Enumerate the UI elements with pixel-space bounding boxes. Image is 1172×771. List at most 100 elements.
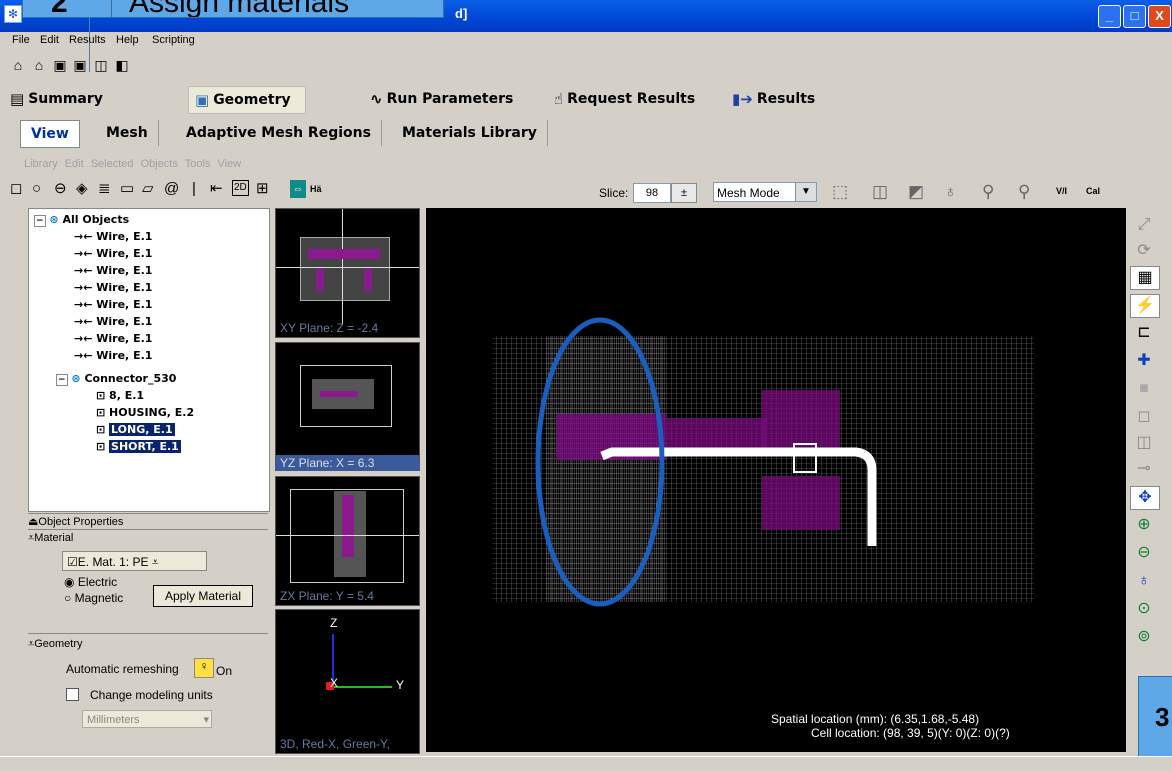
tree-item-wire[interactable]: →← Wire, E.1 [74,279,152,296]
zx-plane-thumbnail[interactable]: ZX Plane: Y = 5.4 [275,476,420,606]
box-icon[interactable]: ◻ [10,180,23,197]
grid-icon[interactable]: ▦ [1130,266,1160,290]
cylinder-icon[interactable]: ⊖ [54,180,67,197]
3d-icon[interactable]: ⊞ [256,180,269,197]
vi-label[interactable]: V/I [1056,186,1068,196]
solid-icon[interactable]: ■ [1139,380,1149,397]
electric-radio[interactable]: ◉ Electric [64,575,117,589]
view-front-icon[interactable]: ◫ [872,182,889,201]
subtab-adaptive-mesh-regions[interactable]: Adaptive Mesh Regions [176,120,382,146]
tree-item-part-selected[interactable]: ⊡ SHORT, E.1 [96,438,181,455]
tree-item-wire[interactable]: →← Wire, E.1 [74,330,152,347]
menu-help[interactable]: Help [116,34,139,46]
cal-label[interactable]: Cal [1086,186,1101,196]
tree-item-wire[interactable]: →← Wire, E.1 [74,313,152,330]
geometry-header[interactable]: ⩡Geometry [28,636,268,652]
tree-item-wire[interactable]: →← Wire, E.1 [74,347,152,364]
contour-icon[interactable]: ⊏ [1137,324,1151,341]
yz-plane-thumbnail[interactable]: YZ Plane: X = 6.3 [275,342,420,471]
probe-icon[interactable]: ♁ [944,182,957,201]
step-text: Assign materials [129,0,350,18]
tree-item-wire[interactable]: →← Wire, E.1 [74,245,152,262]
coil-icon[interactable]: ≣ [98,180,111,197]
menu-results[interactable]: Results [69,34,106,46]
tree-item-label: Wire, E.1 [96,315,153,328]
node-icon[interactable]: ⚲ [982,182,995,201]
zoom-in-icon[interactable]: ⊕ [1137,516,1151,533]
tab-summary[interactable]: ▤ Summary [10,86,103,112]
minimize-button[interactable]: _ [1098,5,1121,28]
menu-edit[interactable]: Edit [40,34,59,46]
apply-material-button[interactable]: Apply Material [153,585,253,607]
lightbulb-icon[interactable]: ♀ [194,658,214,678]
zoom-icon[interactable]: ⚲ [1018,182,1031,201]
wireframe-icon[interactable]: ◻ [1137,408,1151,425]
open-folder-icon[interactable]: ⌂ [34,57,44,73]
open-icon[interactable]: ⌂ [13,57,23,73]
spiral-icon[interactable]: @ [164,180,180,197]
subtab-mesh[interactable]: Mesh [96,120,159,146]
app-icon[interactable]: ✻ [4,5,22,23]
document-icon[interactable]: ◧ [115,57,129,73]
subtab-materials-library[interactable]: Materials Library [392,120,548,146]
plane-icon[interactable]: ▱ [142,180,154,197]
close-button[interactable]: X [1148,5,1171,28]
tree-item-part[interactable]: ⊡ 8, E.1 [96,387,144,404]
zoom-all-icon[interactable]: ⊚ [1137,628,1151,645]
tab-geometry[interactable]: ▣ Geometry [188,86,306,114]
tree-item-wire[interactable]: →← Wire, E.1 [74,262,152,279]
3d-view-thumbnail[interactable]: Z X Y 3D, Red-X, Green-Y, [275,609,420,754]
magnetic-radio[interactable]: ○ Magnetic [64,591,123,605]
ha-icon[interactable]: ⇔ [290,180,306,198]
tree-root[interactable]: − ⊛ All Objects [34,211,129,228]
tab-results[interactable]: ▮➔ Results [732,86,815,112]
save-icon[interactable]: ▣ [53,57,67,73]
cone-icon[interactable]: ◈ [76,180,88,197]
2d-icon[interactable]: 2D [232,180,249,196]
slice-input[interactable]: 98 [633,183,671,203]
rotate-icon[interactable]: ⤢ [1137,216,1151,233]
sphere-icon[interactable]: ○ [32,180,42,197]
tree-item-part[interactable]: ⊡ HOUSING, E.2 [96,404,194,421]
change-units-checkbox[interactable] [66,688,79,701]
chart-icon[interactable]: ◫ [94,57,108,73]
zoom-window-icon[interactable]: ⊙ [1137,600,1151,617]
separator-icon: | [192,180,196,197]
orbit-icon[interactable]: ⟳ [1137,242,1151,259]
current-icon[interactable]: ⚡ [1130,294,1160,318]
chevron-down-icon[interactable]: ▼ [795,183,816,201]
slice-spinner[interactable]: ± [671,183,697,203]
material-select[interactable]: ☑E. Mat. 1: PE ⩡ [62,551,207,571]
menu-file[interactable]: File [12,34,30,46]
import-icon[interactable]: ⇤ [210,180,223,197]
pan-icon[interactable]: ✥ [1130,486,1160,510]
subtab-view[interactable]: View [20,120,80,148]
cube-icon[interactable]: ◫ [1136,434,1152,451]
tree-item-label: Wire, E.1 [96,298,153,311]
save-as-icon[interactable]: ▣ [73,57,87,73]
tab-run-parameters[interactable]: ∿ Run Parameters [370,86,513,112]
tree-item-wire[interactable]: →← Wire, E.1 [74,296,152,313]
tab-request-results[interactable]: ☝ Request Results [554,86,695,112]
rectangle-icon[interactable]: ▭ [120,180,135,197]
xy-plane-thumbnail[interactable]: XY Plane: Z = -2.4 [275,208,420,338]
collapse-icon[interactable]: − [56,374,68,386]
select-icon[interactable]: ⬚ [832,182,849,201]
maximize-button[interactable]: □ [1123,5,1146,28]
x-axis [326,682,334,690]
menu-scripting[interactable]: Scripting [152,34,195,46]
zoom-out-icon[interactable]: ⊖ [1137,544,1151,561]
material-header[interactable]: ⩡Material [28,529,268,546]
tree-item-connector[interactable]: − ⊛ Connector_530 [56,370,176,387]
object-properties-header[interactable]: ⏏Object Properties [28,513,268,530]
fit-icon[interactable]: ♁ [1138,572,1150,589]
units-select[interactable]: Millimeters ▾ [82,710,212,728]
mode-select[interactable]: Mesh Mode [713,182,817,202]
tree-item-part-selected[interactable]: ⊡ LONG, E.1 [96,421,175,438]
probe-icon[interactable]: ⊸ [1137,460,1151,477]
tree-item-wire[interactable]: →← Wire, E.1 [74,228,152,245]
collapse-icon[interactable]: − [34,215,46,227]
view-iso-icon[interactable]: ◩ [908,182,925,201]
mesh-viewport[interactable] [426,208,1126,752]
crosshair-icon[interactable]: ✚ [1137,352,1151,369]
